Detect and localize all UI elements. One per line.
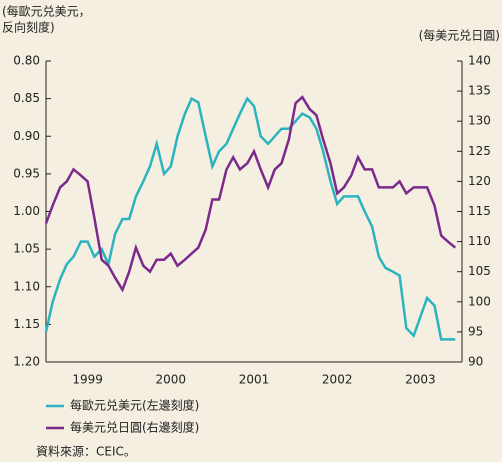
x-tick-label: 2002 <box>322 373 353 387</box>
y2-tick-label: 135 <box>468 84 491 98</box>
y2-tick-label: 100 <box>468 294 491 308</box>
x-tick-label: 1999 <box>72 373 103 387</box>
y2-tick-label: 125 <box>468 144 491 158</box>
y-tick-label: 1.00 <box>13 204 40 218</box>
y2-tick-label: 90 <box>468 355 483 369</box>
y-tick-label: 1.05 <box>13 242 40 256</box>
y-tick-label: 1.20 <box>13 355 40 369</box>
y-axis-title: 反向刻度) <box>2 20 55 35</box>
y-tick-label: 0.90 <box>13 129 40 143</box>
y2-tick-label: 130 <box>468 114 491 128</box>
legend-label: 每美元兑日圓(右邊刻度) <box>70 420 199 435</box>
y-tick-label: 0.85 <box>13 91 40 105</box>
x-tick-label: 2003 <box>405 373 436 387</box>
y2-tick-label: 140 <box>468 54 491 68</box>
series-line <box>44 95 457 293</box>
y2-tick-label: 105 <box>468 264 491 278</box>
x-tick-label: 2001 <box>239 373 270 387</box>
y-tick-label: 0.95 <box>13 166 40 180</box>
series-line <box>44 96 456 341</box>
y-tick-label: 1.15 <box>13 317 40 331</box>
legend-label: 每歐元兑美元(左邊刻度) <box>70 398 199 413</box>
y-axis-title: (每歐元兑美元， <box>2 4 91 19</box>
x-tick-label: 2000 <box>156 373 187 387</box>
source: 資料來源：CEIC。 <box>36 445 136 459</box>
y2-tick-label: 95 <box>468 324 483 338</box>
y2-axis-title: (每美元兑日圓) <box>419 28 500 43</box>
y2-tick-label: 120 <box>468 174 491 188</box>
y-tick-label: 0.80 <box>13 54 40 68</box>
y2-tick-label: 115 <box>468 204 491 218</box>
y-tick-label: 1.10 <box>13 279 40 293</box>
y2-tick-label: 110 <box>468 234 491 248</box>
